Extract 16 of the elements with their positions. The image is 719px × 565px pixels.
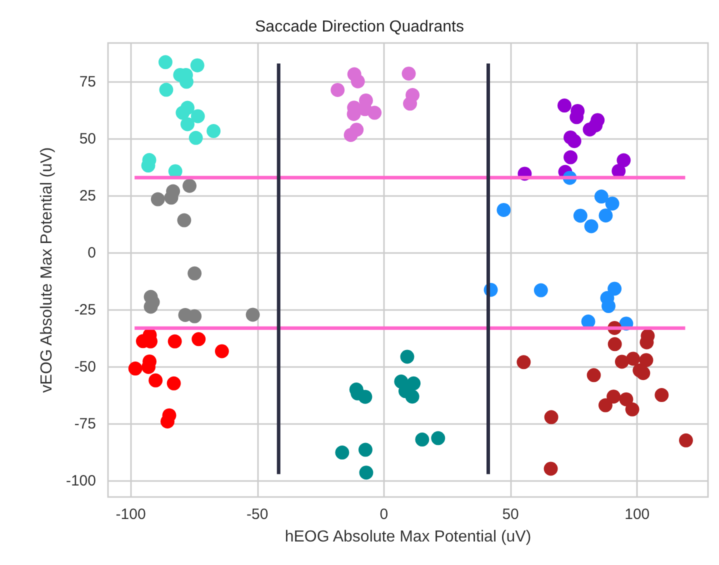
x-tick-label: 0 [380,506,388,523]
x-tick-label: -50 [246,506,268,523]
x-tick-label: -100 [116,506,146,523]
y-tick-label: 25 [79,187,96,204]
y-axis-title: vEOG Absolute Max Potential (uV) [38,147,56,393]
y-tick-label: 0 [88,244,96,262]
x-tick-label: 50 [502,506,519,523]
y-tick-label: -75 [74,415,96,432]
y-tick-label: -100 [66,472,96,490]
chart-title: Saccade Direction Quadrants [255,18,464,36]
x-tick-label: 100 [624,506,650,523]
y-tick-label: 50 [79,130,96,148]
x-axis-title: hEOG Absolute Max Potential (uV) [284,528,532,546]
y-tick-label: -50 [74,358,96,376]
y-tick-label: -25 [74,301,96,318]
y-tick-label: 75 [79,73,96,90]
